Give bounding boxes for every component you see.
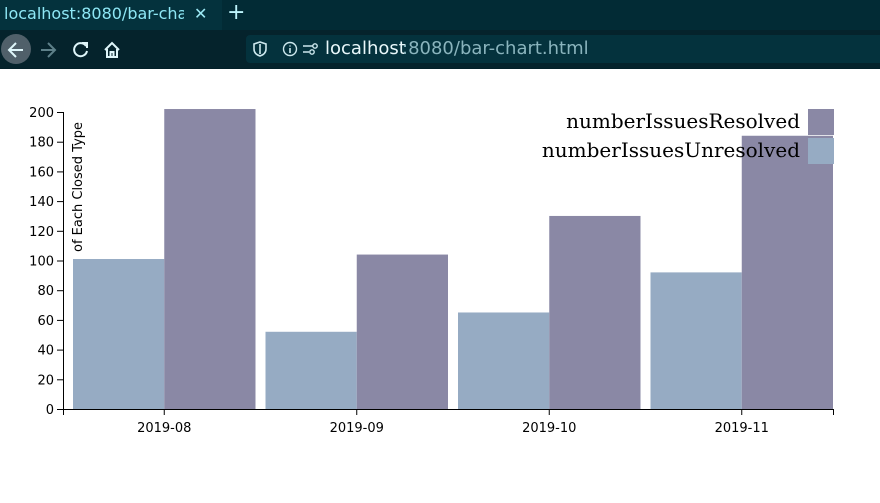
y-tick-label: 20: [37, 373, 54, 388]
info-icon[interactable]: [282, 41, 298, 57]
legend: numberIssuesResolved numberIssuesUnresolv…: [542, 109, 834, 164]
y-tick-label: 180: [29, 136, 54, 151]
back-arrow-icon[interactable]: [6, 40, 26, 60]
y-tick-label: 60: [37, 314, 54, 329]
browser-tab[interactable]: localhost:8080/bar-cha ✕: [0, 0, 222, 30]
home-icon[interactable]: [102, 40, 122, 60]
y-tick-label: 80: [37, 284, 54, 299]
x-tick-label: 2019-08: [137, 421, 191, 436]
bar-numberIssuesResolved-2019-08: [164, 109, 256, 409]
page-content: 0 20 40 60 80 100 120 140 160 180 200 2019-08 2019-…: [0, 69, 880, 499]
bar-group: [73, 109, 833, 409]
legend-swatch: [808, 138, 834, 164]
y-tick-label: 120: [29, 225, 54, 240]
bar-numberIssuesResolved-2019-10: [549, 215, 641, 409]
bar-numberIssuesUnresolved-2019-11: [650, 272, 742, 409]
bar-numberIssuesUnresolved-2019-10: [458, 312, 550, 409]
legend-label: numberIssuesResolved: [566, 109, 800, 133]
url-host[interactable]: localhost: [325, 38, 406, 59]
y-axis-label: of Each Closed Type: [71, 122, 86, 252]
url-bar[interactable]: [246, 35, 880, 63]
y-tick-label: 0: [46, 403, 54, 418]
y-tick-label: 200: [29, 106, 54, 121]
y-tick-label: 140: [29, 195, 54, 210]
url-path[interactable]: :8080/bar-chart.html: [402, 38, 589, 59]
reload-icon[interactable]: [71, 40, 91, 60]
close-icon[interactable]: ✕: [194, 4, 208, 23]
bar-numberIssuesResolved-2019-11: [741, 135, 833, 409]
tab-bar: localhost:8080/bar-cha ✕ +: [0, 0, 880, 30]
new-tab-button[interactable]: +: [227, 0, 246, 25]
y-tick-label: 100: [29, 255, 54, 270]
bar-numberIssuesResolved-2019-09: [356, 254, 448, 409]
x-axis: 2019-08 2019-09 2019-10 2019-11: [63, 409, 834, 436]
shield-icon[interactable]: [252, 40, 268, 58]
y-tick-label: 160: [29, 165, 54, 180]
x-tick-label: 2019-11: [715, 421, 769, 436]
bar-numberIssuesUnresolved-2019-08: [73, 259, 165, 409]
bar-numberIssuesUnresolved-2019-09: [265, 331, 357, 409]
x-tick-label: 2019-09: [330, 421, 384, 436]
legend-swatch: [808, 109, 834, 135]
x-axis-line: [63, 409, 834, 415]
y-tick-label: 40: [37, 344, 54, 359]
x-tick-label: 2019-10: [522, 421, 576, 436]
permissions-icon[interactable]: [301, 41, 319, 57]
y-axis: 0 20 40 60 80 100 120 140 160 180 200: [29, 106, 64, 418]
legend-label: numberIssuesUnresolved: [542, 138, 800, 162]
forward-arrow-icon[interactable]: [38, 40, 58, 60]
tab-title: localhost:8080/bar-cha: [4, 4, 184, 23]
